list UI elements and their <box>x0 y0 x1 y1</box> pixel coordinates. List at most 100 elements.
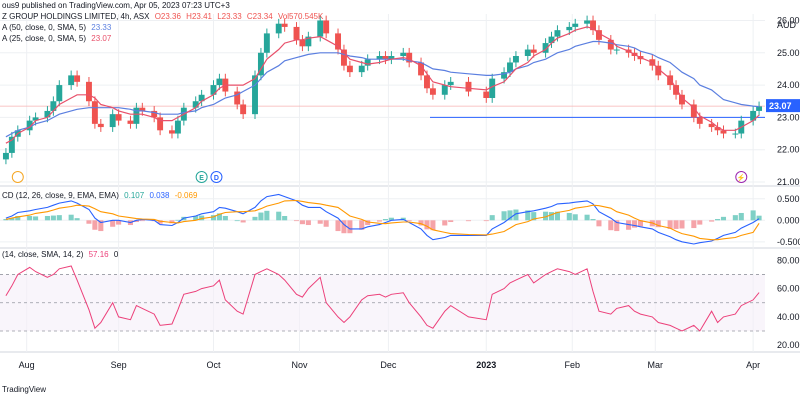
candle-body[interactable] <box>441 85 448 95</box>
candle-body[interactable] <box>91 101 98 124</box>
candle-body[interactable] <box>358 65 365 73</box>
candle-body[interactable] <box>429 88 436 95</box>
candle-body[interactable] <box>542 43 549 53</box>
macd-histogram-bar <box>465 220 472 222</box>
ma25-legend[interactable]: A (25, close, 0, SMA, 5) 23.07 <box>2 34 114 44</box>
candle-body[interactable] <box>530 49 537 53</box>
candle-body[interactable] <box>257 52 264 76</box>
candle-body[interactable] <box>133 107 140 124</box>
candle-body[interactable] <box>590 20 596 31</box>
candle-body[interactable] <box>2 152 9 160</box>
candle-body[interactable] <box>8 136 15 153</box>
candle-body[interactable] <box>507 62 513 73</box>
candle-body[interactable] <box>756 106 763 111</box>
candle-body[interactable] <box>26 120 33 131</box>
candle-body[interactable] <box>584 20 591 24</box>
rsi-legend[interactable]: (14, close, SMA, 14, 2) 57.16 0 <box>2 250 121 260</box>
candle-body[interactable] <box>364 59 371 66</box>
candle-body[interactable] <box>281 23 288 27</box>
candle-body[interactable] <box>198 94 205 102</box>
candle-body[interactable] <box>340 49 347 66</box>
candle-body[interactable] <box>613 49 620 51</box>
candle-body[interactable] <box>216 78 223 86</box>
candle-body[interactable] <box>572 23 579 27</box>
candle-body[interactable] <box>293 26 300 40</box>
candle-body[interactable] <box>299 39 306 47</box>
event-marker-icon[interactable] <box>735 171 748 183</box>
candle-body[interactable] <box>115 114 122 121</box>
candle-body[interactable] <box>548 36 555 44</box>
candle-body[interactable] <box>595 30 602 40</box>
candle-body[interactable] <box>732 133 739 135</box>
candle-body[interactable] <box>68 75 75 86</box>
candle-body[interactable] <box>483 91 490 98</box>
macd-line[interactable] <box>5 193 760 245</box>
candle-body[interactable] <box>400 52 407 56</box>
signal-line[interactable] <box>5 199 760 241</box>
candle-body[interactable] <box>465 81 472 92</box>
candle-body[interactable] <box>50 101 57 111</box>
candle-body[interactable] <box>489 78 496 98</box>
candle-body[interactable] <box>406 52 413 63</box>
candle-body[interactable] <box>174 120 181 134</box>
candle-body[interactable] <box>696 117 703 124</box>
macd-histogram-bar <box>525 210 531 221</box>
candle-body[interactable] <box>252 75 258 115</box>
candle-body[interactable] <box>240 104 247 115</box>
event-marker-icon[interactable] <box>11 171 24 183</box>
candle-body[interactable] <box>524 49 531 56</box>
candle-body[interactable] <box>169 130 175 134</box>
candle-body[interactable] <box>97 123 104 128</box>
candle-body[interactable] <box>690 104 697 118</box>
rsi-line[interactable] <box>5 265 760 332</box>
candle-body[interactable] <box>74 75 81 82</box>
candle-body[interactable] <box>151 110 158 118</box>
candle-body[interactable] <box>210 85 217 95</box>
ma50-legend[interactable]: A (50, close, 0, SMA, 5) 23.33 <box>2 23 114 33</box>
candle-body[interactable] <box>447 81 454 86</box>
candle-body[interactable] <box>192 101 199 108</box>
candle-body[interactable] <box>512 56 519 63</box>
candle-body[interactable] <box>501 72 508 79</box>
candle-body[interactable] <box>750 110 757 121</box>
candle-body[interactable] <box>673 85 680 95</box>
candle-body[interactable] <box>607 39 614 50</box>
candle-body[interactable] <box>85 81 92 102</box>
candle-body[interactable] <box>127 120 134 124</box>
candle-body[interactable] <box>44 110 51 118</box>
candle-body[interactable] <box>554 30 561 37</box>
candle-body[interactable] <box>720 130 727 134</box>
candle-body[interactable] <box>667 75 674 86</box>
candle-body[interactable] <box>305 36 312 47</box>
candle-body[interactable] <box>275 23 282 34</box>
macd-legend[interactable]: CD (12, 26, close, 9, EMA, EMA) 0.107 0.… <box>2 191 200 201</box>
candle-body[interactable] <box>388 56 395 60</box>
candle-body[interactable] <box>109 114 116 128</box>
candle-body[interactable] <box>418 62 425 76</box>
candle-body[interactable] <box>424 75 430 89</box>
candle-body[interactable] <box>335 33 341 50</box>
candle-body[interactable] <box>139 107 146 111</box>
ma25-line[interactable] <box>5 26 760 144</box>
candle-body[interactable] <box>382 56 389 60</box>
event-marker-icon[interactable] <box>195 171 208 183</box>
candle-body[interactable] <box>376 56 383 60</box>
candle-body[interactable] <box>346 65 353 73</box>
candle-body[interactable] <box>263 33 270 53</box>
candle-body[interactable] <box>157 117 164 131</box>
candle-body[interactable] <box>317 20 324 37</box>
candle-body[interactable] <box>323 20 330 34</box>
candle-body[interactable] <box>234 91 241 105</box>
candle-body[interactable] <box>708 123 715 128</box>
candle-body[interactable] <box>679 94 685 105</box>
candle-body[interactable] <box>714 127 721 131</box>
candle-body[interactable] <box>56 85 63 102</box>
candle-body[interactable] <box>566 26 573 31</box>
candle-body[interactable] <box>655 65 662 76</box>
footer-brand[interactable]: TradingView <box>2 385 49 395</box>
event-marker-icon[interactable] <box>210 171 223 183</box>
ma50-line[interactable] <box>5 40 760 138</box>
candle-body[interactable] <box>32 117 39 121</box>
